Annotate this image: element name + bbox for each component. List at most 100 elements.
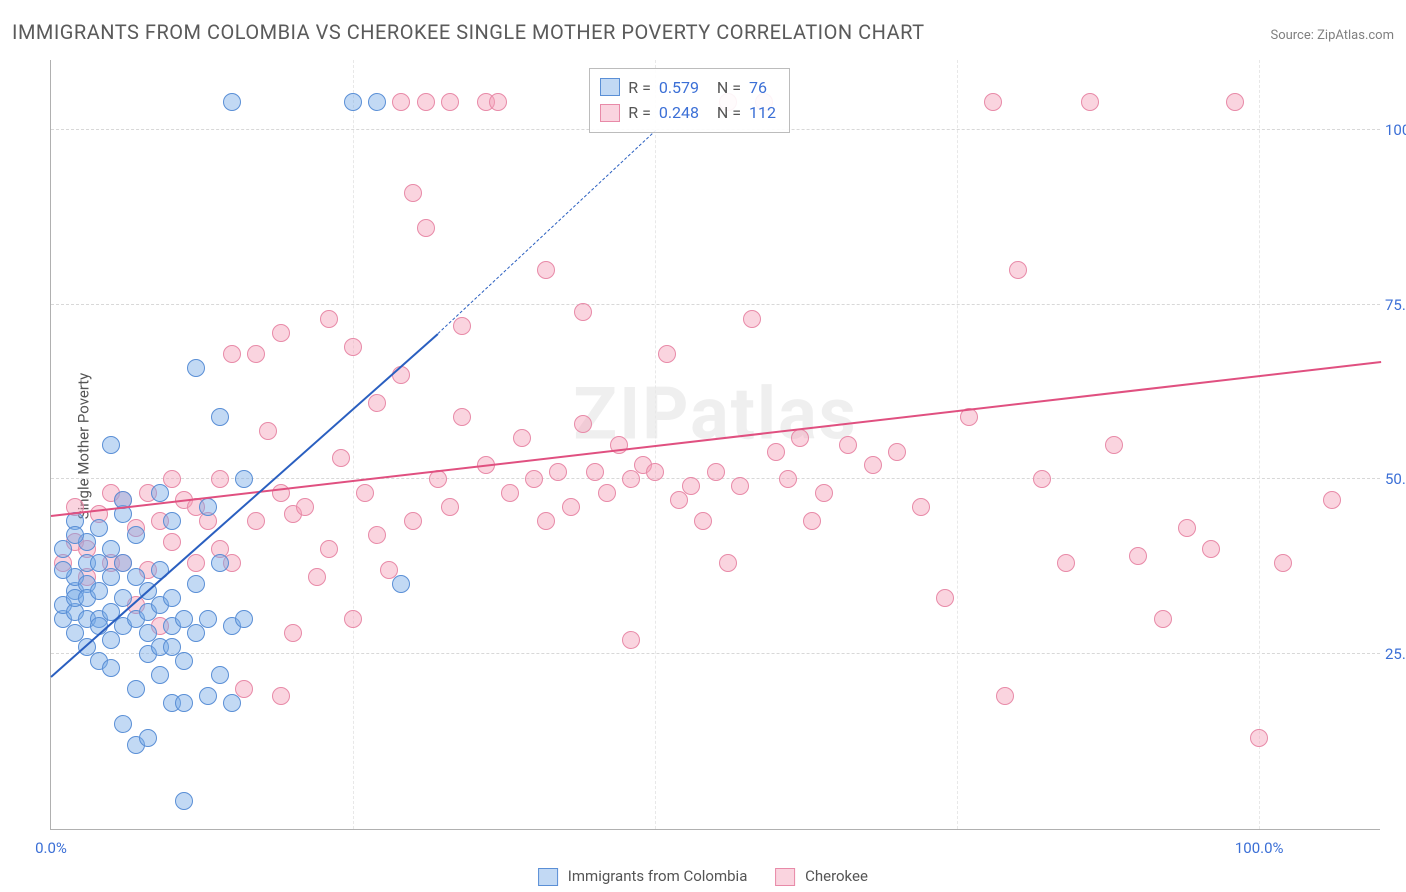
scatter-point [235, 470, 253, 488]
scatter-point [368, 93, 386, 111]
scatter-point [284, 624, 302, 642]
scatter-point [344, 338, 362, 356]
stats-row: R =0.248N =112 [600, 100, 779, 126]
scatter-point [549, 463, 567, 481]
scatter-point [223, 694, 241, 712]
scatter-point [791, 429, 809, 447]
scatter-point [996, 687, 1014, 705]
scatter-point [102, 436, 120, 454]
scatter-point [537, 261, 555, 279]
scatter-point [151, 561, 169, 579]
x-tick-label: 100.0% [1235, 839, 1284, 857]
scatter-point [1178, 519, 1196, 537]
scatter-point [320, 540, 338, 558]
scatter-point [102, 659, 120, 677]
gridline-v [353, 60, 354, 829]
stats-row: R =0.579N =76 [600, 75, 779, 101]
scatter-point [344, 610, 362, 628]
scatter-point [211, 554, 229, 572]
legend-label-a: Immigrants from Colombia [568, 867, 748, 885]
scatter-point [441, 93, 459, 111]
scatter-point [731, 477, 749, 495]
scatter-point [779, 470, 797, 488]
scatter-point [127, 680, 145, 698]
scatter-point [272, 324, 290, 342]
scatter-point [404, 184, 422, 202]
scatter-point [1105, 436, 1123, 454]
scatter-point [223, 93, 241, 111]
stats-swatch [600, 104, 620, 122]
scatter-point [163, 638, 181, 656]
stats-legend: R =0.579N =76R = 0.248 N = 112 [589, 68, 790, 133]
stat-r-label: R = [628, 75, 651, 101]
gridline-h [51, 653, 1380, 654]
scatter-point [187, 554, 205, 572]
scatter-point [211, 408, 229, 426]
scatter-point [429, 470, 447, 488]
scatter-point [417, 93, 435, 111]
scatter-point [54, 561, 72, 579]
scatter-point [247, 345, 265, 363]
scatter-point [175, 792, 193, 810]
x-tick-label: 0.0% [35, 839, 67, 857]
scatter-point [296, 498, 314, 516]
scatter-point [320, 310, 338, 328]
scatter-point [259, 422, 277, 440]
scatter-point [223, 345, 241, 363]
scatter-point [187, 624, 205, 642]
source-label: Source: ZipAtlas.com [1270, 28, 1394, 43]
scatter-point [707, 463, 725, 481]
scatter-point [199, 687, 217, 705]
scatter-point [199, 610, 217, 628]
legend-label-b: Cherokee [805, 867, 868, 885]
scatter-point [90, 554, 108, 572]
scatter-point [513, 429, 531, 447]
scatter-point [936, 589, 954, 607]
scatter-point [235, 610, 253, 628]
scatter-point [682, 477, 700, 495]
gridline-h [51, 304, 1380, 305]
scatter-point [453, 408, 471, 426]
scatter-point [102, 568, 120, 586]
scatter-point [163, 512, 181, 530]
scatter-point [525, 470, 543, 488]
stat-n-value: 112 [749, 100, 779, 126]
scatter-point [888, 443, 906, 461]
scatter-point [356, 484, 374, 502]
y-tick-label: 50.0% [1385, 470, 1406, 488]
scatter-plot-area: ZIPatlas 25.0%50.0%75.0%100.0%0.0%100.0%… [50, 60, 1380, 830]
stat-r-value: 0.248 [659, 100, 709, 126]
scatter-point [586, 463, 604, 481]
scatter-point [598, 484, 616, 502]
scatter-point [344, 93, 362, 111]
scatter-point [1226, 93, 1244, 111]
scatter-point [199, 498, 217, 516]
y-tick-label: 75.0% [1385, 296, 1406, 314]
scatter-point [1057, 554, 1075, 572]
scatter-point [102, 631, 120, 649]
scatter-point [670, 491, 688, 509]
scatter-point [90, 582, 108, 600]
legend-bottom: Immigrants from Colombia Cherokee [538, 867, 868, 886]
legend-item-b: Cherokee [775, 867, 868, 886]
scatter-point [719, 554, 737, 572]
scatter-point [163, 533, 181, 551]
scatter-point [622, 631, 640, 649]
title-bar: IMMIGRANTS FROM COLOMBIA VS CHEROKEE SIN… [12, 20, 1394, 44]
scatter-point [1033, 470, 1051, 488]
stat-n-label: N = [717, 100, 741, 126]
scatter-point [272, 687, 290, 705]
scatter-point [175, 652, 193, 670]
scatter-point [815, 484, 833, 502]
y-tick-label: 25.0% [1385, 645, 1406, 663]
scatter-point [404, 512, 422, 530]
gridline-v [1259, 60, 1260, 829]
scatter-point [392, 366, 410, 384]
scatter-point [175, 694, 193, 712]
stat-n-value: 76 [749, 75, 779, 101]
scatter-point [211, 666, 229, 684]
scatter-point [368, 526, 386, 544]
scatter-point [864, 456, 882, 474]
scatter-point [574, 303, 592, 321]
scatter-point [127, 526, 145, 544]
